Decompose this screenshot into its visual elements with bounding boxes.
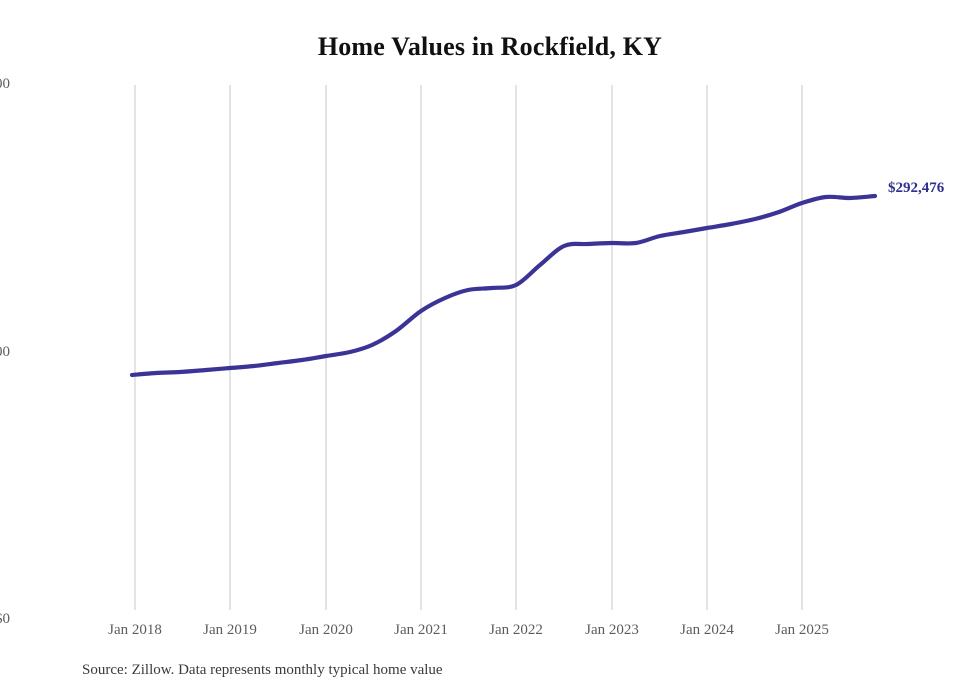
x-axis-tick-jan-2018: Jan 2018 [108,622,162,638]
x-axis-tick-jan-2021: Jan 2021 [394,622,448,638]
x-gridlines [134,85,803,610]
y-axis-tick-0: $0 [0,611,10,627]
source-note: Source: Zillow. Data represents monthly … [82,662,443,678]
end-value-label: $292,476 [888,180,945,196]
y-axis-tick-185000: $185,000 [0,343,10,360]
chart-title: Home Values in Rockfield, KY [317,32,663,61]
x-axis-tick-jan-2022: Jan 2022 [489,622,543,638]
x-axis-tick-jan-2020: Jan 2020 [299,622,353,638]
x-axis-tick-jan-2023: Jan 2023 [585,622,639,638]
y-axis-tick-370000: $370,000 [0,76,10,92]
home-value-series-line [129,193,878,378]
x-axis-tick-jan-2024: Jan 2024 [680,622,734,638]
x-axis-tick-jan-2019: Jan 2019 [203,622,257,638]
x-axis-tick-jan-2025: Jan 2025 [775,622,829,638]
